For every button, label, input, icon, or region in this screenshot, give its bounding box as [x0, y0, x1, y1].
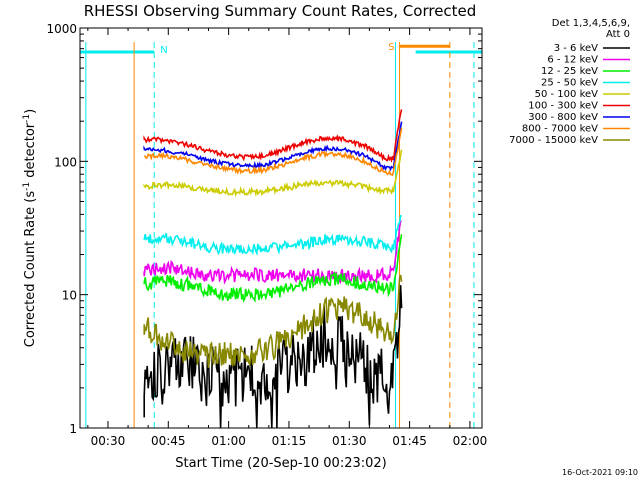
y-tick-label-0: 1: [69, 422, 77, 436]
x-tick-label-6: 02:00: [453, 434, 488, 448]
y-axis: 1 10 100 1000: [46, 22, 482, 436]
x-tick-label-5: 01:45: [392, 434, 427, 448]
y-axis-label-main: Corrected Count Rate (s: [23, 191, 38, 348]
legend-label-4: 50 - 100 keV: [535, 89, 599, 100]
legend-label-7: 800 - 7000 keV: [522, 124, 598, 135]
plot-frame: [79, 27, 483, 429]
y-axis-label-mid: detector: [23, 122, 38, 182]
legend-label-2: 12 - 25 keV: [541, 66, 598, 77]
series-line-3: [143, 215, 402, 256]
y-tick-label-1: 10: [62, 289, 77, 303]
legend-header-1: Att 0: [606, 29, 630, 40]
x-tick-label-4: 01:30: [332, 434, 367, 448]
y-axis-label-end: ): [23, 109, 38, 114]
series-line-7: [143, 127, 403, 177]
night-bar-label-0: N: [160, 45, 167, 56]
y-axis-label-sup2: -1: [22, 114, 32, 123]
series-line-4: [143, 149, 403, 198]
legend-label-0: 3 - 6 keV: [554, 43, 598, 54]
series-line-5: [143, 109, 403, 164]
series-line-1: [143, 220, 402, 285]
y-axis-label-sup1: -1: [22, 182, 32, 191]
y-axis-label: Corrected Count Rate (s-1 detector-1): [22, 109, 38, 347]
y-tick-label-2: 100: [54, 155, 77, 169]
x-tick-label-0: 00:30: [91, 434, 126, 448]
x-tick-label-3: 01:15: [272, 434, 307, 448]
legend-label-3: 25 - 50 keV: [541, 78, 598, 89]
series-line-8: [143, 274, 403, 368]
legend-label-1: 6 - 12 keV: [547, 55, 598, 66]
series-line-2: [143, 234, 403, 303]
x-tick-label-1: 00:45: [151, 434, 186, 448]
x-axis-label: Start Time (20-Sep-10 00:23:02): [175, 456, 386, 471]
legend-label-6: 300 - 800 keV: [528, 112, 598, 123]
chart-title: RHESSI Observing Summary Count Rates, Co…: [84, 2, 477, 20]
x-axis: 00:30 00:45 01:00 01:15 01:30 01:45 02:00: [87, 28, 488, 448]
x-tick-label-2: 01:00: [211, 434, 246, 448]
series-line-6: [143, 121, 403, 172]
legend-label-5: 100 - 300 keV: [528, 101, 598, 112]
legend-header-0: Det 1,3,4,5,6,9,: [552, 18, 630, 29]
series-lines: [143, 109, 403, 429]
footer-date: 16-Oct-2021 09:10: [562, 468, 638, 477]
saa-bar-label: S: [388, 42, 394, 53]
legend-label-8: 7000 - 15000 keV: [509, 135, 598, 146]
y-tick-label-3: 1000: [46, 22, 77, 36]
